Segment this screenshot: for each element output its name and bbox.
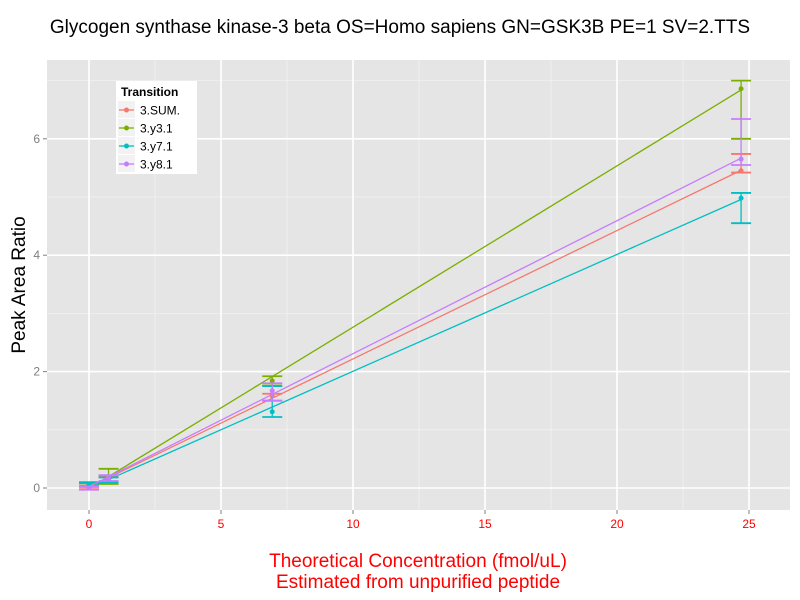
gridlines [47,60,790,510]
x-tick-label: 25 [742,517,756,531]
fit-line-3.y7.1 [88,198,742,489]
x-tick-label: 10 [346,517,360,531]
data-point [738,156,744,162]
y-tick-label: 6 [33,132,40,146]
fit-line-3.SUM. [88,169,742,488]
legend-key-point [124,107,129,113]
data-point [269,388,275,394]
data-marks [79,79,752,491]
data-point [86,485,92,491]
data-point [106,475,112,481]
legend-title: Transition [121,85,178,99]
legend: Transition 3.SUM. 3.y3.1 3.y7.1 3.y8.1 [116,81,197,174]
legend-key-point [124,143,129,149]
data-point [738,168,744,174]
data-point [269,409,275,415]
axes: 0 5 10 15 20 25 0 2 4 6 [33,132,756,531]
legend-label: 3.y3.1 [140,122,173,136]
x-tick-label: 5 [218,517,225,531]
legend-key-point [124,161,129,167]
legend-label: 3.SUM. [140,104,180,118]
data-point [738,86,744,92]
y-tick-label: 0 [33,481,40,495]
fit-line-3.y8.1 [88,157,742,488]
y-axis-label: Peak Area Ratio [9,216,30,353]
data-point [269,378,275,384]
y-tick-label: 2 [33,365,40,379]
legend-label: 3.y7.1 [140,140,173,154]
x-tick-label: 0 [86,517,93,531]
fit-line-3.y3.1 [88,89,742,490]
legend-key-point [124,125,129,131]
x-axis-label-2: Estimated from unpurified peptide [276,572,560,593]
x-tick-label: 20 [610,517,624,531]
legend-label: 3.y8.1 [140,158,173,172]
y-tick-label: 4 [33,248,40,262]
data-point [738,195,744,201]
chart-title: Glycogen synthase kinase-3 beta OS=Homo … [50,17,750,38]
x-tick-label: 15 [478,517,492,531]
x-axis-label: Theoretical Concentration (fmol/uL) [269,551,567,572]
